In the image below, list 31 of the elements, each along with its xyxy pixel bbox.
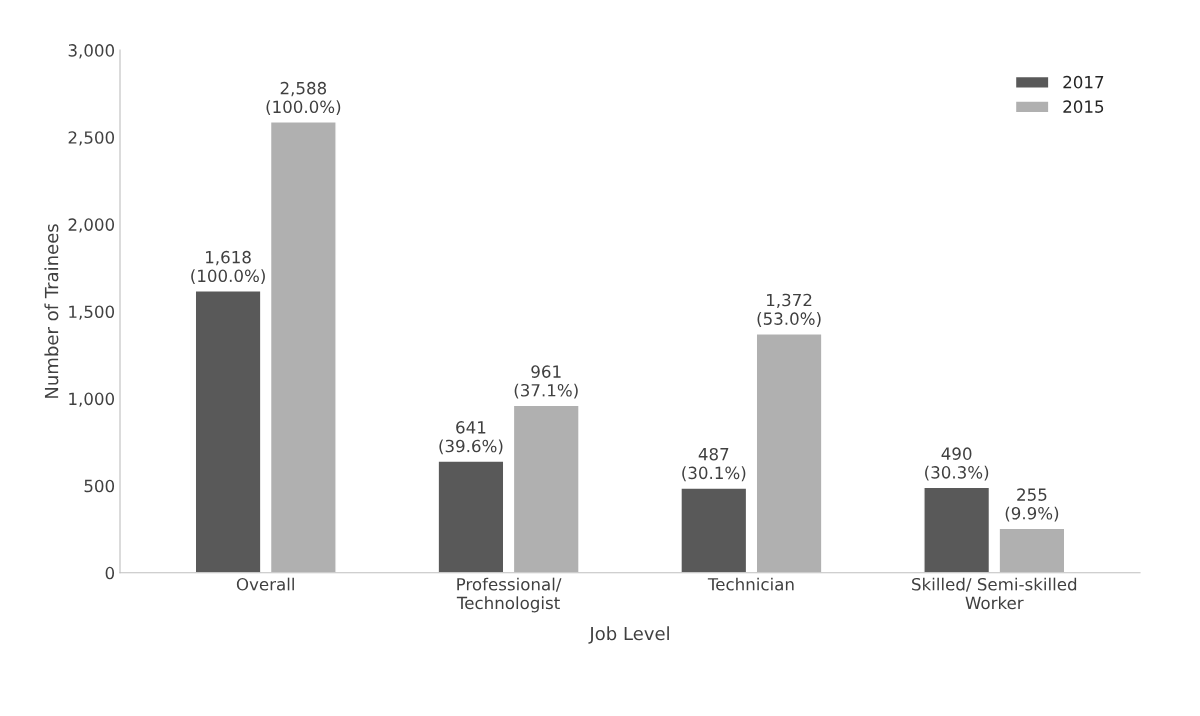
y-tick-label: 0 <box>105 566 115 580</box>
data-label: 1,372 (53.0%) <box>757 293 821 327</box>
y-tick-label: 2,000 <box>68 218 115 233</box>
x-tick-label: Professional/ Technologist <box>456 577 562 613</box>
bar <box>194 290 262 573</box>
x-tick-label: Overall <box>236 577 294 591</box>
x-tick-label: Technician <box>707 577 794 591</box>
data-label: 2,588 (100.0%) <box>266 81 341 116</box>
y-tick-label: 1,500 <box>69 305 115 320</box>
data-label: 641 (39.6%) <box>439 421 503 455</box>
y-tick-label: 1,000 <box>69 392 115 407</box>
bar <box>680 487 748 573</box>
legend-label: 2017 <box>1063 75 1104 89</box>
data-label: 487 (30.1%) <box>682 447 746 482</box>
bar <box>437 460 505 573</box>
y-tick-label: 500 <box>84 479 115 493</box>
bar <box>755 333 823 573</box>
data-label: 255 (9.9%) <box>1005 488 1059 522</box>
bar <box>998 527 1066 573</box>
x-tick-label: Skilled/ Semi-skilled Worker <box>912 577 1077 610</box>
data-label: 961 (37.1%) <box>514 365 578 399</box>
data-label: 1,618 (100.0%) <box>191 250 265 285</box>
y-axis-title: Number of Trainees <box>44 224 59 398</box>
y-tick-label: 2,500 <box>68 131 115 146</box>
bar <box>923 486 991 573</box>
x-axis-title: Job Level <box>588 626 669 644</box>
data-label: 490 (30.3%) <box>925 447 989 481</box>
legend-label: 2015 <box>1063 100 1104 113</box>
y-tick-label: 3,000 <box>68 44 115 59</box>
bar <box>269 121 337 573</box>
bar <box>512 404 580 573</box>
